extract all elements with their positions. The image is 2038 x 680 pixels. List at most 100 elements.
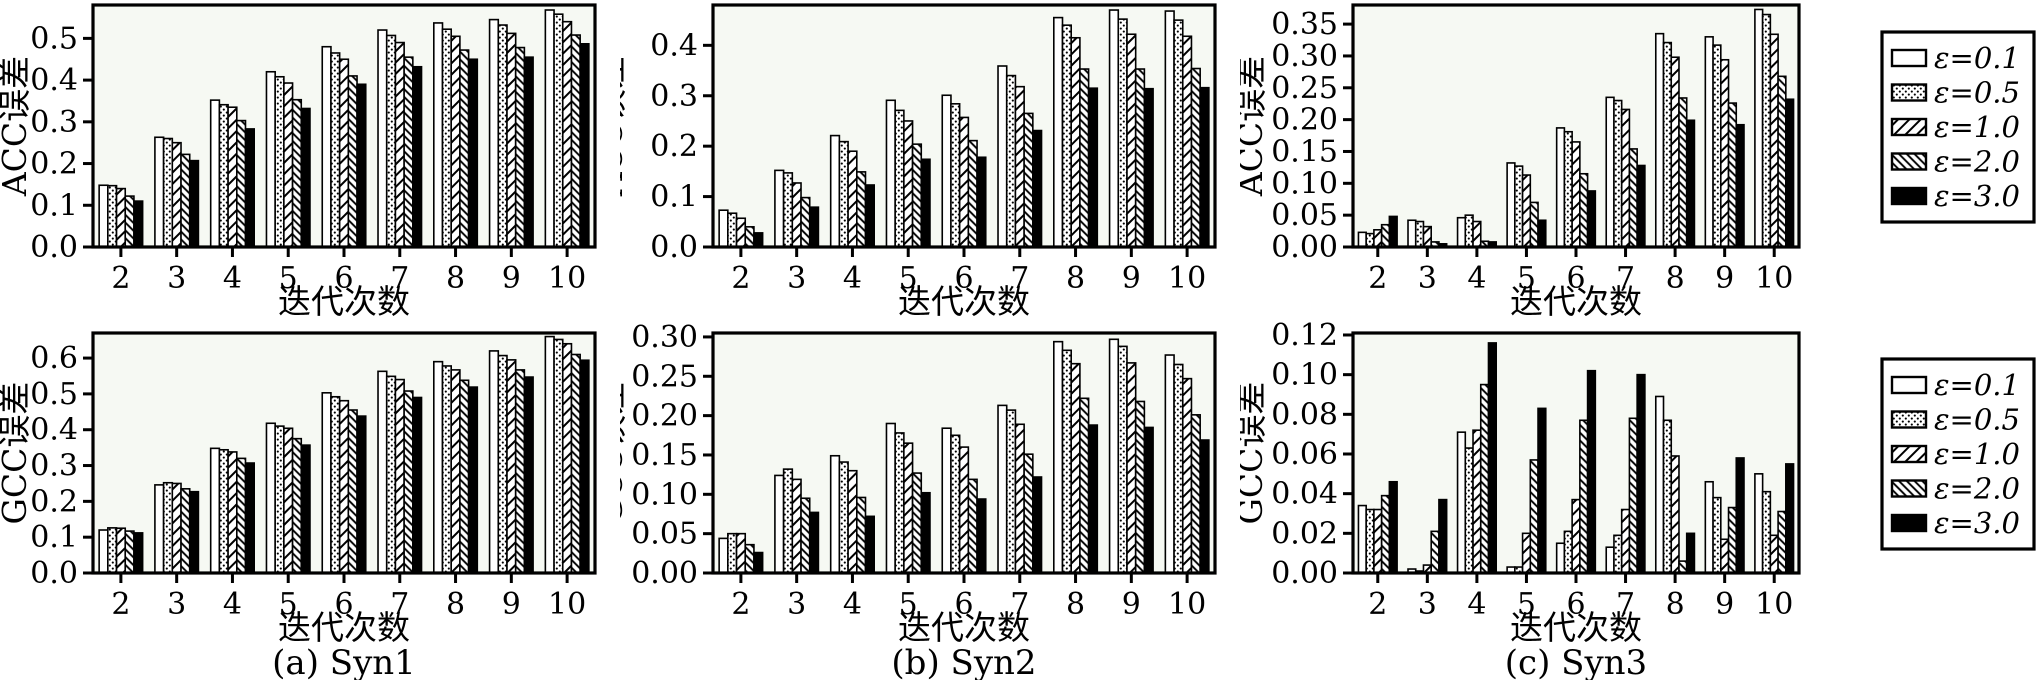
bar-ε=1.0-x9 xyxy=(1720,58,1730,248)
bar-ε=2.0-x5 xyxy=(1529,201,1539,248)
bar-ε=1.0-x2 xyxy=(735,217,747,248)
x-axis-label: 迭代次数 xyxy=(1510,608,1642,647)
legend-item: ε=0.1 xyxy=(1890,368,2020,402)
y-tick-label: 0.08 xyxy=(1271,397,1338,432)
x-tick-label: 8 xyxy=(1666,261,1685,296)
bar-ε=0.5-x9 xyxy=(497,24,508,248)
plot-area-acc-syn1: 0.0 0.1 0.2 0.3 0.4 0.5 2 3 4 5 6 7 8 9 10 xyxy=(30,3,597,296)
bar-ε=2.0-x4 xyxy=(855,496,867,574)
bar-ε=1.0-x6 xyxy=(958,116,970,248)
legend-label: ε=3.0 xyxy=(1934,506,2020,540)
bar-ε=1.0-x7 xyxy=(394,378,405,574)
bar-ε=1.0-x4 xyxy=(1472,220,1482,248)
bar-ε=0.5-x7 xyxy=(385,375,397,574)
x-tick-label: 6 xyxy=(1566,587,1585,622)
bar-ε=1.0-x6 xyxy=(1571,498,1581,574)
bar-ε=3.0-x5 xyxy=(920,491,931,574)
bar-ε=3.0-x7 xyxy=(1032,476,1043,574)
bar-ε=1.0-x2 xyxy=(115,527,127,574)
y-tick-label: 0.6 xyxy=(30,341,78,376)
x-axis-label: 迭代次数 xyxy=(898,608,1030,647)
bar-ε=0.1-x8 xyxy=(1053,340,1064,574)
x-tick-label: 4 xyxy=(1467,587,1486,622)
y-tick-label: 0.20 xyxy=(1271,103,1338,138)
x-tick-label: 5 xyxy=(279,587,298,622)
y-tick-label: 0.2 xyxy=(30,484,78,519)
bar-ε=0.5-x3 xyxy=(162,137,174,248)
legend-label: ε=2.0 xyxy=(1934,472,2020,506)
legend-item: ε=1.0 xyxy=(1890,437,2020,471)
bar-ε=0.5-x3 xyxy=(782,172,794,248)
bar-ε=1.0-x8 xyxy=(1070,36,1081,248)
bar-ε=1.0-x10 xyxy=(1181,35,1193,248)
legend-item: ε=3.0 xyxy=(1890,179,2020,213)
bar-ε=0.5-x9 xyxy=(497,354,508,574)
bar-ε=1.0-x8 xyxy=(450,369,461,574)
bar-ε=2.0-x3 xyxy=(800,196,811,248)
bar-ε=0.1-x10 xyxy=(1164,10,1175,248)
x-tick-label: 9 xyxy=(1122,587,1141,622)
bar-ε=2.0-x8 xyxy=(459,49,470,248)
bar-ε=0.1-x5 xyxy=(265,422,276,574)
bar-ε=2.0-x10 xyxy=(1777,510,1787,574)
y-tick-label: 0.10 xyxy=(631,477,698,512)
bar-ε=0.5-x7 xyxy=(1005,74,1017,248)
y-tick-label: 0.1 xyxy=(30,188,78,223)
bar-ε=0.5-x2 xyxy=(1365,508,1375,574)
bar-ε=1.0-x7 xyxy=(1014,85,1025,248)
bar-ε=0.5-x2 xyxy=(727,532,738,574)
subplot-caption: (c) Syn3 xyxy=(1505,643,1647,680)
bar-ε=0.1-x4 xyxy=(209,99,221,248)
x-tick-label: 10 xyxy=(1168,587,1206,622)
bar-ε=0.5-x6 xyxy=(950,434,961,574)
bar-ε=3.0-x5 xyxy=(1537,407,1547,574)
y-tick-label: 0.25 xyxy=(1271,71,1338,106)
bar-ε=2.0-x10 xyxy=(1190,414,1201,574)
plot-area-gcc-syn1: 0.00.10.20.30.40.50.6 2 3 4 5 6 7 8 9 10 xyxy=(30,331,597,622)
x-tick-label: 5 xyxy=(279,261,298,296)
plot-area-gcc-syn3: 0.00 0.02 0.04 0.06 0.08 0.10 0.12 2 3 4 5 6 7 8 9 10 xyxy=(1271,320,1801,622)
x-tick-label: 3 xyxy=(167,261,186,296)
legend-bottom: ε=0.1 ε=0.5 ε=1.0 ε=2.0 ε=3.0 xyxy=(1880,357,2036,551)
legend-item: ε=3.0 xyxy=(1890,506,2020,540)
bar-ε=3.0-x10 xyxy=(1785,98,1795,248)
bar-ε=2.0-x5 xyxy=(911,472,923,574)
bar-ε=0.1-x5 xyxy=(265,70,276,248)
bar-ε=2.0-x8 xyxy=(1079,397,1090,574)
bar-ε=2.0-x2 xyxy=(124,195,135,248)
bar-ε=1.0-x7 xyxy=(1620,508,1631,574)
bar-ε=1.0-x5 xyxy=(1521,532,1532,574)
bar-ε=2.0-x7 xyxy=(1628,417,1638,574)
bar-ε=3.0-x6 xyxy=(356,415,367,574)
plot-border xyxy=(91,3,597,249)
legend-swatch-eps-3.0 xyxy=(1890,513,1928,533)
bar-ε=0.5-x10 xyxy=(553,13,564,248)
x-tick-label: 10 xyxy=(1755,261,1793,296)
legend-swatch-eps-1.0 xyxy=(1890,117,1928,137)
bar-ε=3.0-x6 xyxy=(976,498,987,574)
bar-ε=0.5-x4 xyxy=(838,140,849,248)
bar-ε=2.0-x10 xyxy=(1190,67,1201,248)
bar-ε=0.1-x7 xyxy=(1605,96,1615,248)
x-tick-label: 3 xyxy=(787,587,806,622)
x-tick-label: 2 xyxy=(111,587,130,622)
bar-ε=0.1-x4 xyxy=(829,454,841,574)
y-tick-label: 0.10 xyxy=(1271,358,1338,393)
bar-ε=0.1-x10 xyxy=(1754,8,1764,248)
bar-ε=3.0-x7 xyxy=(1636,164,1646,248)
x-axis-label: 迭代次数 xyxy=(898,282,1030,320)
legend-label: ε=1.0 xyxy=(1934,110,2020,144)
bar-ε=0.1-x4 xyxy=(1456,216,1467,248)
bar-ε=3.0-x8 xyxy=(1087,87,1099,248)
bar-ε=1.0-x6 xyxy=(958,446,970,574)
bar-ε=2.0-x7 xyxy=(1023,112,1034,248)
bar-ε=0.5-x6 xyxy=(1563,530,1573,574)
bar-ε=0.1-x8 xyxy=(1654,32,1665,248)
x-axis-label: 迭代次数 xyxy=(278,282,410,320)
x-tick-label: 8 xyxy=(1066,261,1085,296)
x-tick-label: 8 xyxy=(446,587,465,622)
bar-ε=3.0-x10 xyxy=(579,359,590,574)
y-tick-label: 0.04 xyxy=(1271,477,1338,512)
x-tick-label: 9 xyxy=(1715,261,1734,296)
bar-ε=0.5-x4 xyxy=(1464,214,1474,248)
